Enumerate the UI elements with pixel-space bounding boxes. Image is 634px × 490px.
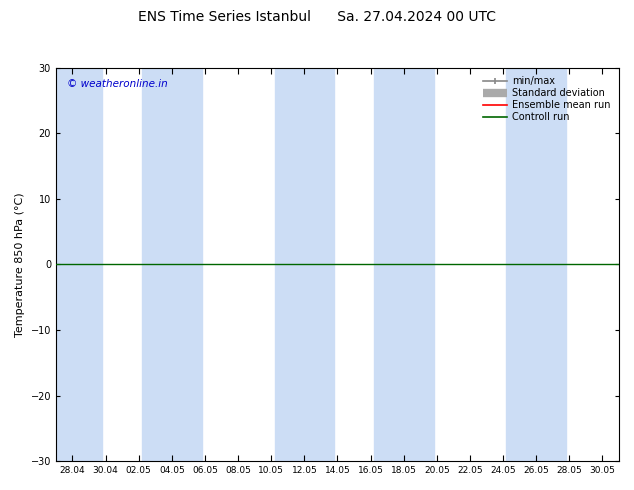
Bar [142, 68, 202, 461]
Y-axis label: Temperature 850 hPa (°C): Temperature 850 hPa (°C) [15, 192, 25, 337]
Bar [42, 68, 102, 461]
Legend: min/max, Standard deviation, Ensemble mean run, Controll run: min/max, Standard deviation, Ensemble me… [479, 73, 614, 126]
Bar [374, 68, 434, 461]
Text: ENS Time Series Istanbul      Sa. 27.04.2024 00 UTC: ENS Time Series Istanbul Sa. 27.04.2024 … [138, 10, 496, 24]
Text: © weatheronline.in: © weatheronline.in [67, 79, 168, 89]
Bar [507, 68, 566, 461]
Bar [275, 68, 334, 461]
